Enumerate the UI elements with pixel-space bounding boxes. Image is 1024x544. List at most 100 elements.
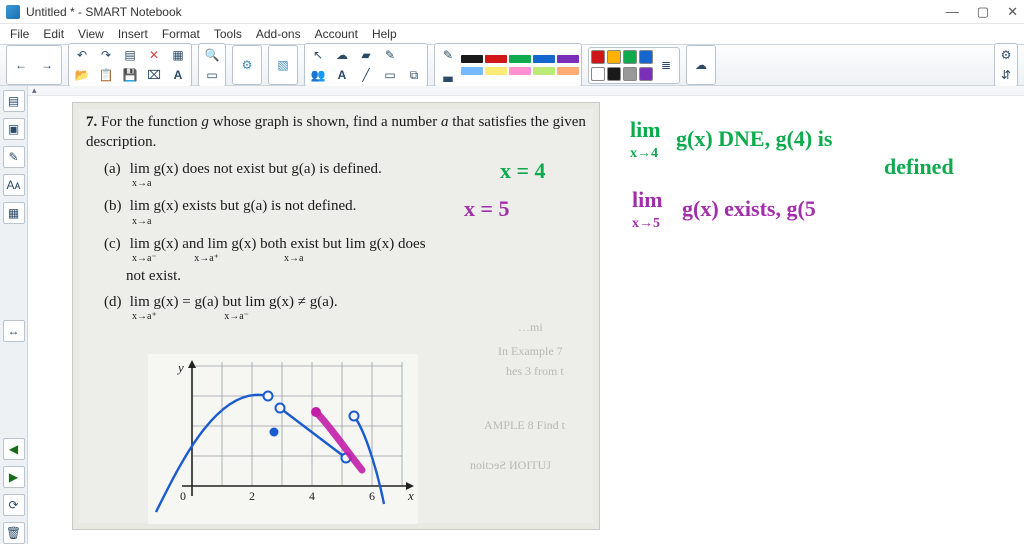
pen-group: ✎ ▃ [434,43,582,87]
bottom-trash[interactable]: 🗑 [3,522,25,544]
shapes-button[interactable]: ▧ [271,48,295,82]
faint-text: noitɔɘƧ ИOITUJ [470,458,551,473]
undo-button[interactable]: ↶ [71,46,93,64]
tab-attachments[interactable]: ✎ [3,146,25,168]
bottom-next[interactable]: ▶ [3,466,25,488]
settings-group: ⚙ ⇵ [994,43,1018,87]
color-swatch-4[interactable] [591,67,605,81]
close-button[interactable]: ✕ [1007,4,1018,20]
bottom-prev[interactable]: ◀ [3,438,25,460]
menu-insert[interactable]: Insert [112,26,154,42]
pen-color-0[interactable] [461,55,483,63]
hl-color-1[interactable] [485,67,507,75]
open-button[interactable]: 📂 [71,66,93,84]
color-swatch-7[interactable] [639,67,653,81]
color-swatch-1[interactable] [607,50,621,64]
menu-edit[interactable]: Edit [37,26,70,42]
hl-color-3[interactable] [533,67,555,75]
pointer-tool[interactable]: ↖ [307,46,329,64]
color-swatch-2[interactable] [623,50,637,64]
shapes-group: ▧ [268,45,298,85]
text-tool-a[interactable]: A [167,66,189,84]
workspace: ▤ ▣ ✎ Aᴀ ▦ ↔ ◀ ▶ ⟳ 🗑 ▴ 7. For the functi… [0,86,1024,544]
menu-addons[interactable]: Add-ons [250,26,307,42]
annotation-right-2b: g(x) exists, g(5 [682,196,816,222]
collapse-handle[interactable]: ↔ [3,320,25,342]
highlighter-tool[interactable]: ▃ [437,66,459,84]
stroke-options[interactable]: ≣ [655,56,677,74]
menu-view[interactable]: View [72,26,110,42]
color-swatch-0[interactable] [591,50,605,64]
color-swatch-6[interactable] [623,67,637,81]
screen-capture-button[interactable]: ⌧ [143,66,165,84]
eraser-tool[interactable]: ▭ [379,66,401,84]
picker-tool[interactable]: ✎ [379,46,401,64]
save-button[interactable]: 💾 [119,66,141,84]
hl-color-0[interactable] [461,67,483,75]
ruler-tool[interactable]: ⧉ [403,66,425,84]
color-swatch-5[interactable] [607,67,621,81]
part-d: (d) lim g(x) = g(a) but lim g(x) ≠ g(a).… [86,292,586,324]
pen-color-3[interactable] [533,55,555,63]
delete-page-button[interactable]: ✕ [143,46,165,64]
svg-text:0: 0 [180,489,186,503]
color-group: ≣ [588,47,680,84]
pen-tool[interactable]: ✎ [437,46,459,64]
hl-color-4[interactable] [557,67,579,75]
annotation-right-1: lim x→4 [630,120,661,160]
color-swatch-3[interactable] [639,50,653,64]
tab-page-sorter[interactable]: ▤ [3,90,25,112]
people-tool[interactable]: 👥 [307,66,329,84]
pen-color-4[interactable] [557,55,579,63]
text-tool[interactable]: A [331,66,353,84]
redo-button[interactable]: ↷ [95,46,117,64]
next-page-button[interactable]: → [35,48,59,82]
menu-file[interactable]: File [4,26,35,42]
pen-color-1[interactable] [485,55,507,63]
titlebar: Untitled * - SMART Notebook — ▢ ✕ [0,0,1024,24]
toolbar: ← → ↶ ↷ ▤ ✕ ▦ 📂 📋 💾 ⌧ A 🔍 ▭ ⚙ [0,44,1024,86]
balloon-tool[interactable]: ☁ [331,46,353,64]
minimize-button[interactable]: — [946,4,959,20]
tab-gallery[interactable]: ▣ [3,118,25,140]
fill-tool[interactable]: ▰ [355,46,377,64]
menubar: File Edit View Insert Format Tools Add-o… [0,24,1024,44]
cloud-button[interactable]: ☁ [689,48,713,82]
maximize-button[interactable]: ▢ [977,4,989,20]
bottom-refresh[interactable]: ⟳ [3,494,25,516]
canvas[interactable]: 7. For the function g whose graph is sho… [28,96,1024,544]
menu-account[interactable]: Account [309,26,364,42]
line-tool[interactable]: ╱ [355,66,377,84]
part-b: (b) lim g(x) exists but g(a) is not defi… [86,196,586,228]
problem-text: 7. For the function g whose graph is sho… [86,112,586,324]
faint-text: In Example 7 [498,344,563,359]
paste-button[interactable]: 📋 [95,66,117,84]
svg-text:x: x [407,488,414,503]
new-page-button[interactable]: ▤ [119,46,141,64]
settings-button[interactable]: ⚙ [997,46,1015,64]
function-graph: 246yx0 [148,354,418,524]
menu-help[interactable]: Help [366,26,403,42]
dual-page-button[interactable]: ▭ [201,66,223,84]
select-group: ↖ ☁ ▰ ✎ 👥 A ╱ ▭ ⧉ [304,43,428,87]
pen-color-2[interactable] [509,55,531,63]
addon-button[interactable]: ⚙ [235,48,259,82]
tab-properties[interactable]: Aᴀ [3,174,25,196]
zoom-button[interactable]: 🔍 [201,46,223,64]
tab-addons[interactable]: ▦ [3,202,25,224]
svg-text:y: y [176,360,184,375]
table-button[interactable]: ▦ [167,46,189,64]
prev-page-button[interactable]: ← [9,48,33,82]
annotation-right-2: lim x→5 [632,190,663,230]
annotation-a-answer: x = 4 [500,158,546,184]
cloud-group: ☁ [686,45,716,85]
canvas-ruler: ▴ [28,86,1024,96]
hl-color-2[interactable] [509,67,531,75]
highlighter-color-row [461,67,579,75]
edit-group: ↶ ↷ ▤ ✕ ▦ 📂 📋 💾 ⌧ A [68,43,192,87]
faint-text: AMPLE 8 Find t [484,418,565,433]
menu-tools[interactable]: Tools [208,26,248,42]
nav-group: ← → [6,45,62,85]
menu-format[interactable]: Format [156,26,206,42]
move-toolbar-button[interactable]: ⇵ [997,66,1015,84]
